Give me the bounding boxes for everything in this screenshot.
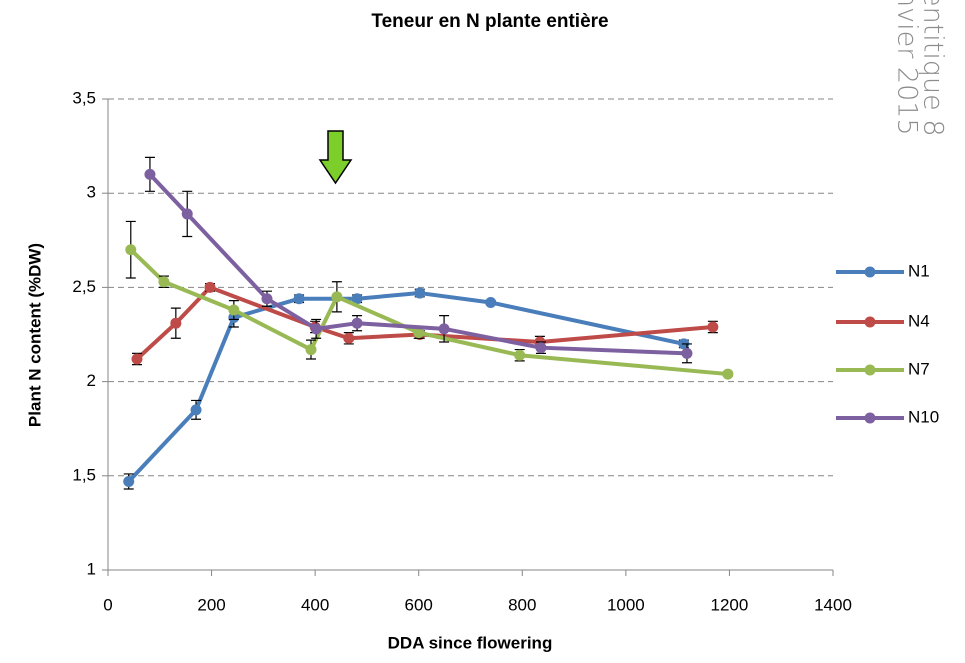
data-point <box>722 368 734 380</box>
legend-label: N4 <box>908 311 930 330</box>
data-point <box>261 293 273 305</box>
legend-marker <box>864 412 876 424</box>
legend-label: N10 <box>908 407 939 426</box>
data-point <box>123 475 135 487</box>
data-point <box>158 276 170 288</box>
data-point <box>438 323 450 335</box>
data-point <box>204 281 216 293</box>
y-axis-title: Plant N content (%DW) <box>25 243 44 427</box>
series-line <box>148 172 688 356</box>
series-line <box>135 285 714 361</box>
data-point <box>181 208 193 220</box>
y-tick-label: 3,5 <box>72 88 96 107</box>
x-tick-label: 1400 <box>814 595 852 614</box>
data-point <box>414 287 426 299</box>
series-line <box>127 291 685 483</box>
data-point <box>310 323 322 335</box>
data-point <box>413 327 425 339</box>
data-point <box>331 291 343 303</box>
data-point <box>305 344 317 356</box>
legend-marker <box>864 316 876 328</box>
data-point <box>293 293 305 305</box>
x-tick-label: 200 <box>197 595 225 614</box>
legend-label: N1 <box>908 261 930 280</box>
data-point <box>351 293 363 305</box>
data-point <box>485 296 497 308</box>
y-tick-label: 1 <box>87 559 96 578</box>
side-text: nvier 2015 <box>892 0 923 136</box>
x-tick-label: 400 <box>301 595 329 614</box>
data-point <box>228 304 240 316</box>
x-tick-label: 1000 <box>607 595 645 614</box>
arrow-annotation <box>318 130 353 185</box>
data-point <box>351 317 363 329</box>
data-point <box>681 347 693 359</box>
x-tick-label: 1200 <box>711 595 749 614</box>
data-point <box>144 168 156 180</box>
data-point <box>170 317 182 329</box>
x-axis-title: DDA since flowering <box>388 633 553 652</box>
data-point <box>707 321 719 333</box>
data-point <box>343 332 355 344</box>
data-point <box>535 342 547 354</box>
legend-marker <box>864 364 876 376</box>
y-tick-label: 2,5 <box>72 277 96 296</box>
legend-label: N7 <box>908 359 930 378</box>
x-tick-label: 600 <box>405 595 433 614</box>
y-tick-label: 2 <box>87 371 96 390</box>
data-point <box>131 353 143 365</box>
data-point <box>125 244 137 256</box>
side-text: entitique 8 <box>918 0 949 137</box>
chart-title: Teneur en N plante entière <box>371 11 608 32</box>
x-tick-label: 800 <box>508 595 536 614</box>
y-tick-label: 3 <box>87 183 96 202</box>
y-tick-label: 1,5 <box>72 465 96 484</box>
x-tick-label: 0 <box>103 595 112 614</box>
data-point <box>514 349 526 361</box>
series-line <box>129 248 729 377</box>
data-point <box>190 404 202 416</box>
legend-marker <box>864 266 876 278</box>
